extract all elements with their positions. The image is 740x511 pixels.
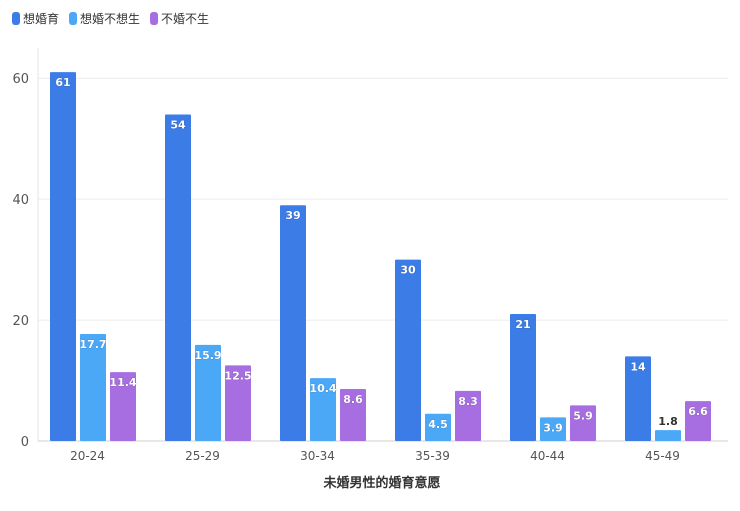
- legend-swatch: [12, 12, 20, 25]
- bar: [310, 378, 336, 441]
- data-label: 30: [400, 264, 416, 277]
- gridlines: [38, 77, 728, 321]
- legend-label: 想婚不想生: [80, 11, 140, 26]
- data-label: 17.7: [79, 338, 106, 351]
- y-tick-label: 40: [12, 193, 29, 208]
- bar: [625, 356, 651, 441]
- data-label: 15.9: [194, 349, 221, 362]
- data-label: 6.6: [688, 405, 708, 418]
- data-label: 61: [55, 76, 70, 89]
- data-label: 12.5: [224, 369, 251, 382]
- y-tick-label: 20: [12, 314, 29, 329]
- data-label: 11.4: [109, 376, 136, 389]
- bar: [540, 417, 566, 441]
- bar: [510, 314, 536, 441]
- x-tick-label: 30-34: [300, 449, 335, 463]
- legend: 想婚育 想婚不想生 不婚不生: [12, 11, 209, 26]
- bar: [455, 390, 481, 441]
- bar: [195, 344, 221, 441]
- bar: [655, 430, 681, 441]
- bar: [50, 72, 76, 441]
- bar: [110, 372, 136, 441]
- legend-label: 想婚育: [23, 11, 59, 26]
- x-tick-label: 35-39: [415, 449, 450, 463]
- y-tick-label: 60: [12, 72, 29, 87]
- y-axis: 0 20 40 60: [12, 48, 728, 450]
- data-label: 3.9: [543, 421, 563, 434]
- data-label: 5.9: [573, 409, 593, 422]
- x-axis: 20-24 25-29 30-34 35-39 40-44 45-49: [70, 449, 680, 463]
- x-tick-label: 40-44: [530, 449, 565, 463]
- x-axis-title: 未婚男性的婚育意愿: [322, 475, 440, 491]
- bar: [685, 401, 711, 441]
- legend-label: 不婚不生: [161, 12, 209, 26]
- data-label: 8.6: [343, 393, 363, 406]
- bar: [395, 259, 421, 441]
- data-label: 39: [285, 209, 300, 222]
- legend-swatch: [69, 12, 78, 25]
- data-label: 14: [630, 360, 646, 373]
- bar: [165, 114, 191, 441]
- data-label: 21: [515, 318, 530, 331]
- x-tick-label: 45-49: [645, 449, 680, 463]
- bar: [225, 365, 251, 441]
- bar: [280, 205, 306, 441]
- bar: [80, 333, 106, 441]
- x-tick-label: 25-29: [185, 449, 220, 463]
- bar: [425, 413, 451, 441]
- bars: 61 17.7 11.4 54 15.912.5 39 10.4 8.6 30 4.5 8.3 21 3…: [50, 72, 711, 441]
- legend-swatch: [150, 12, 159, 25]
- data-label: 54: [170, 119, 186, 132]
- data-label: 8.3: [458, 395, 478, 408]
- y-tick-label: 0: [21, 435, 29, 450]
- x-tick-label: 20-24: [70, 449, 105, 463]
- bar: [340, 389, 366, 441]
- data-label: 4.5: [428, 418, 448, 431]
- bar: [570, 405, 596, 441]
- data-label: 1.8: [658, 415, 678, 428]
- data-label: 10.4: [309, 382, 336, 395]
